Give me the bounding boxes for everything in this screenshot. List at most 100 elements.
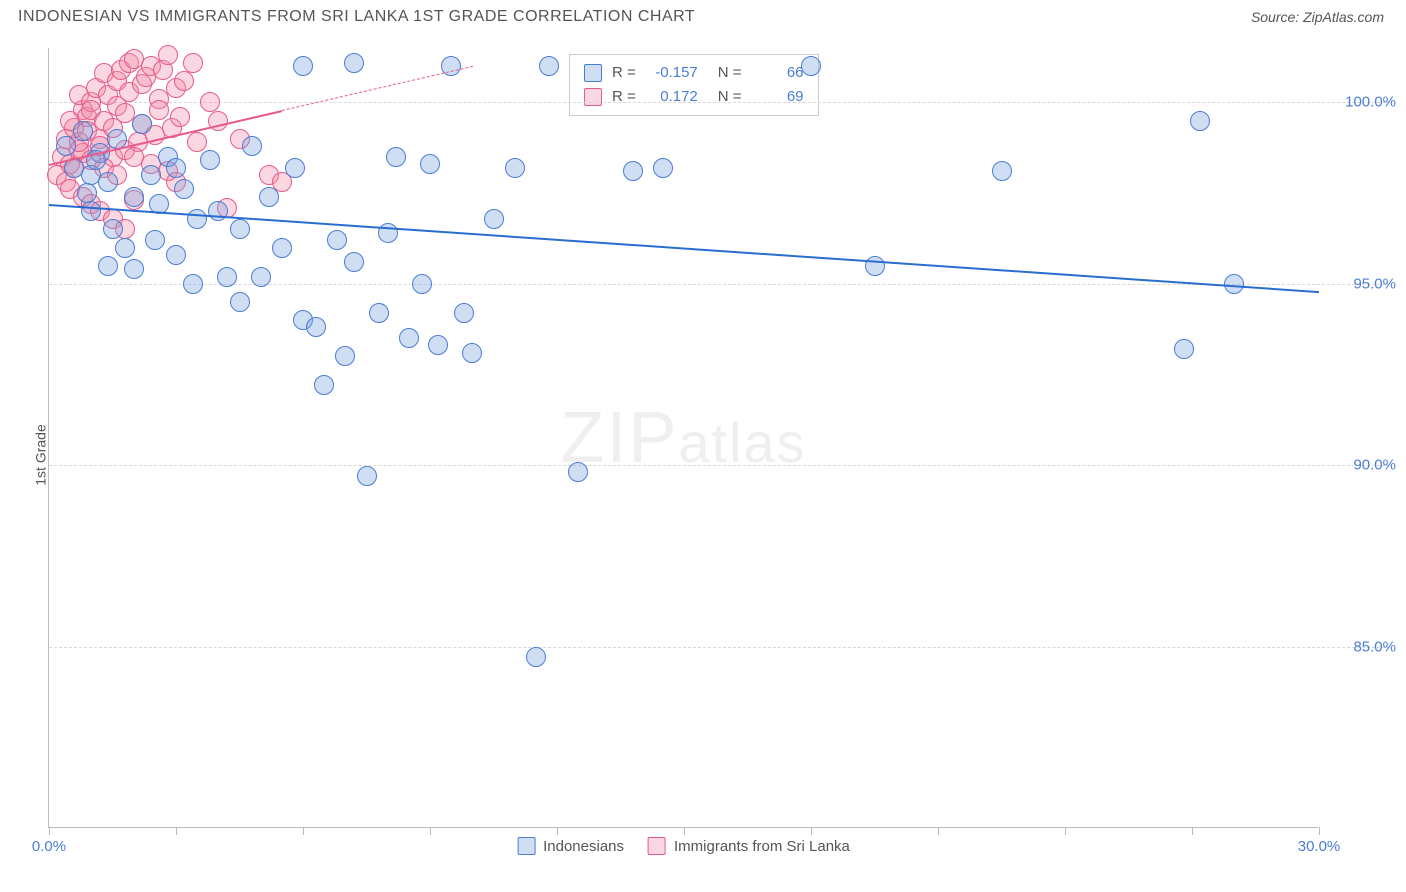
x-tick	[303, 827, 304, 835]
blue-point	[399, 328, 419, 348]
blue-point	[81, 201, 101, 221]
blue-point	[539, 56, 559, 76]
blue-point	[200, 150, 220, 170]
blue-point	[217, 267, 237, 287]
blue-point	[327, 230, 347, 250]
blue-point	[187, 209, 207, 229]
blue-point	[568, 462, 588, 482]
plot-region: ZIPatlas R =-0.157N =66R =0.172N =69 Ind…	[48, 48, 1318, 828]
blue-point	[166, 158, 186, 178]
y-tick-label: 100.0%	[1345, 94, 1396, 111]
blue-point	[801, 56, 821, 76]
blue-point	[183, 274, 203, 294]
stats-row: R =-0.157N =66	[584, 61, 804, 85]
stats-row: R =0.172N =69	[584, 85, 804, 109]
blue-point	[230, 292, 250, 312]
blue-point	[259, 187, 279, 207]
blue-point	[115, 238, 135, 258]
blue-point	[484, 209, 504, 229]
blue-point	[77, 183, 97, 203]
blue-point	[285, 158, 305, 178]
blue-point	[357, 466, 377, 486]
n-value: 66	[752, 61, 804, 85]
legend-label: Immigrants from Sri Lanka	[674, 838, 850, 855]
blue-point	[314, 375, 334, 395]
legend-item: Indonesians	[517, 837, 624, 855]
x-tick	[557, 827, 558, 835]
source-label: Source: ZipAtlas.com	[1251, 9, 1384, 25]
blue-point	[174, 179, 194, 199]
legend-swatch	[648, 837, 666, 855]
x-tick	[430, 827, 431, 835]
blue-point	[386, 147, 406, 167]
chart-area: 1st Grade ZIPatlas R =-0.157N =66R =0.17…	[36, 48, 1396, 862]
blue-point	[208, 201, 228, 221]
blue-point	[369, 303, 389, 323]
blue-point	[992, 161, 1012, 181]
blue-point	[124, 187, 144, 207]
blue-point	[103, 219, 123, 239]
blue-point	[132, 114, 152, 134]
r-label: R =	[612, 85, 636, 109]
trend-line	[49, 204, 1319, 293]
blue-point	[623, 161, 643, 181]
blue-point	[230, 219, 250, 239]
x-tick	[1192, 827, 1193, 835]
n-label: N =	[718, 61, 742, 85]
blue-point	[420, 154, 440, 174]
blue-point	[98, 256, 118, 276]
source-prefix: Source:	[1251, 9, 1303, 25]
n-value: 69	[752, 85, 804, 109]
blue-point	[242, 136, 262, 156]
r-value: 0.172	[646, 85, 698, 109]
blue-point	[526, 647, 546, 667]
blue-point	[124, 259, 144, 279]
y-tick-label: 90.0%	[1353, 457, 1396, 474]
y-axis-label: 1st Grade	[33, 424, 49, 485]
x-tick	[49, 827, 50, 835]
blue-point	[412, 274, 432, 294]
x-tick-label: 0.0%	[32, 838, 66, 855]
r-value: -0.157	[646, 61, 698, 85]
pink-point	[149, 100, 169, 120]
blue-point	[462, 343, 482, 363]
blue-point	[505, 158, 525, 178]
legend-item: Immigrants from Sri Lanka	[648, 837, 850, 855]
blue-point	[98, 172, 118, 192]
legend-label: Indonesians	[543, 838, 624, 855]
blue-point	[1174, 339, 1194, 359]
blue-point	[145, 230, 165, 250]
blue-point	[428, 335, 448, 355]
x-tick	[938, 827, 939, 835]
pink-point	[158, 45, 178, 65]
legend-swatch	[517, 837, 535, 855]
pink-point	[170, 107, 190, 127]
pink-point	[200, 92, 220, 112]
gridline	[49, 647, 1390, 648]
stats-legend-box: R =-0.157N =66R =0.172N =69	[569, 54, 819, 116]
x-tick	[176, 827, 177, 835]
pink-point	[183, 53, 203, 73]
y-tick-label: 85.0%	[1353, 638, 1396, 655]
blue-point	[56, 136, 76, 156]
x-tick	[1319, 827, 1320, 835]
blue-point	[865, 256, 885, 276]
gridline	[49, 102, 1390, 103]
blue-point	[344, 252, 364, 272]
blue-point	[141, 165, 161, 185]
x-tick	[684, 827, 685, 835]
watermark-atlas: atlas	[678, 411, 806, 474]
blue-point	[251, 267, 271, 287]
blue-point	[1190, 111, 1210, 131]
gridline	[49, 465, 1390, 466]
blue-point	[73, 121, 93, 141]
blue-point	[335, 346, 355, 366]
blue-point	[344, 53, 364, 73]
blue-point	[653, 158, 673, 178]
blue-point	[306, 317, 326, 337]
blue-point	[454, 303, 474, 323]
pink-point	[174, 71, 194, 91]
blue-point	[272, 238, 292, 258]
y-tick-label: 95.0%	[1353, 275, 1396, 292]
x-tick-label: 30.0%	[1298, 838, 1341, 855]
